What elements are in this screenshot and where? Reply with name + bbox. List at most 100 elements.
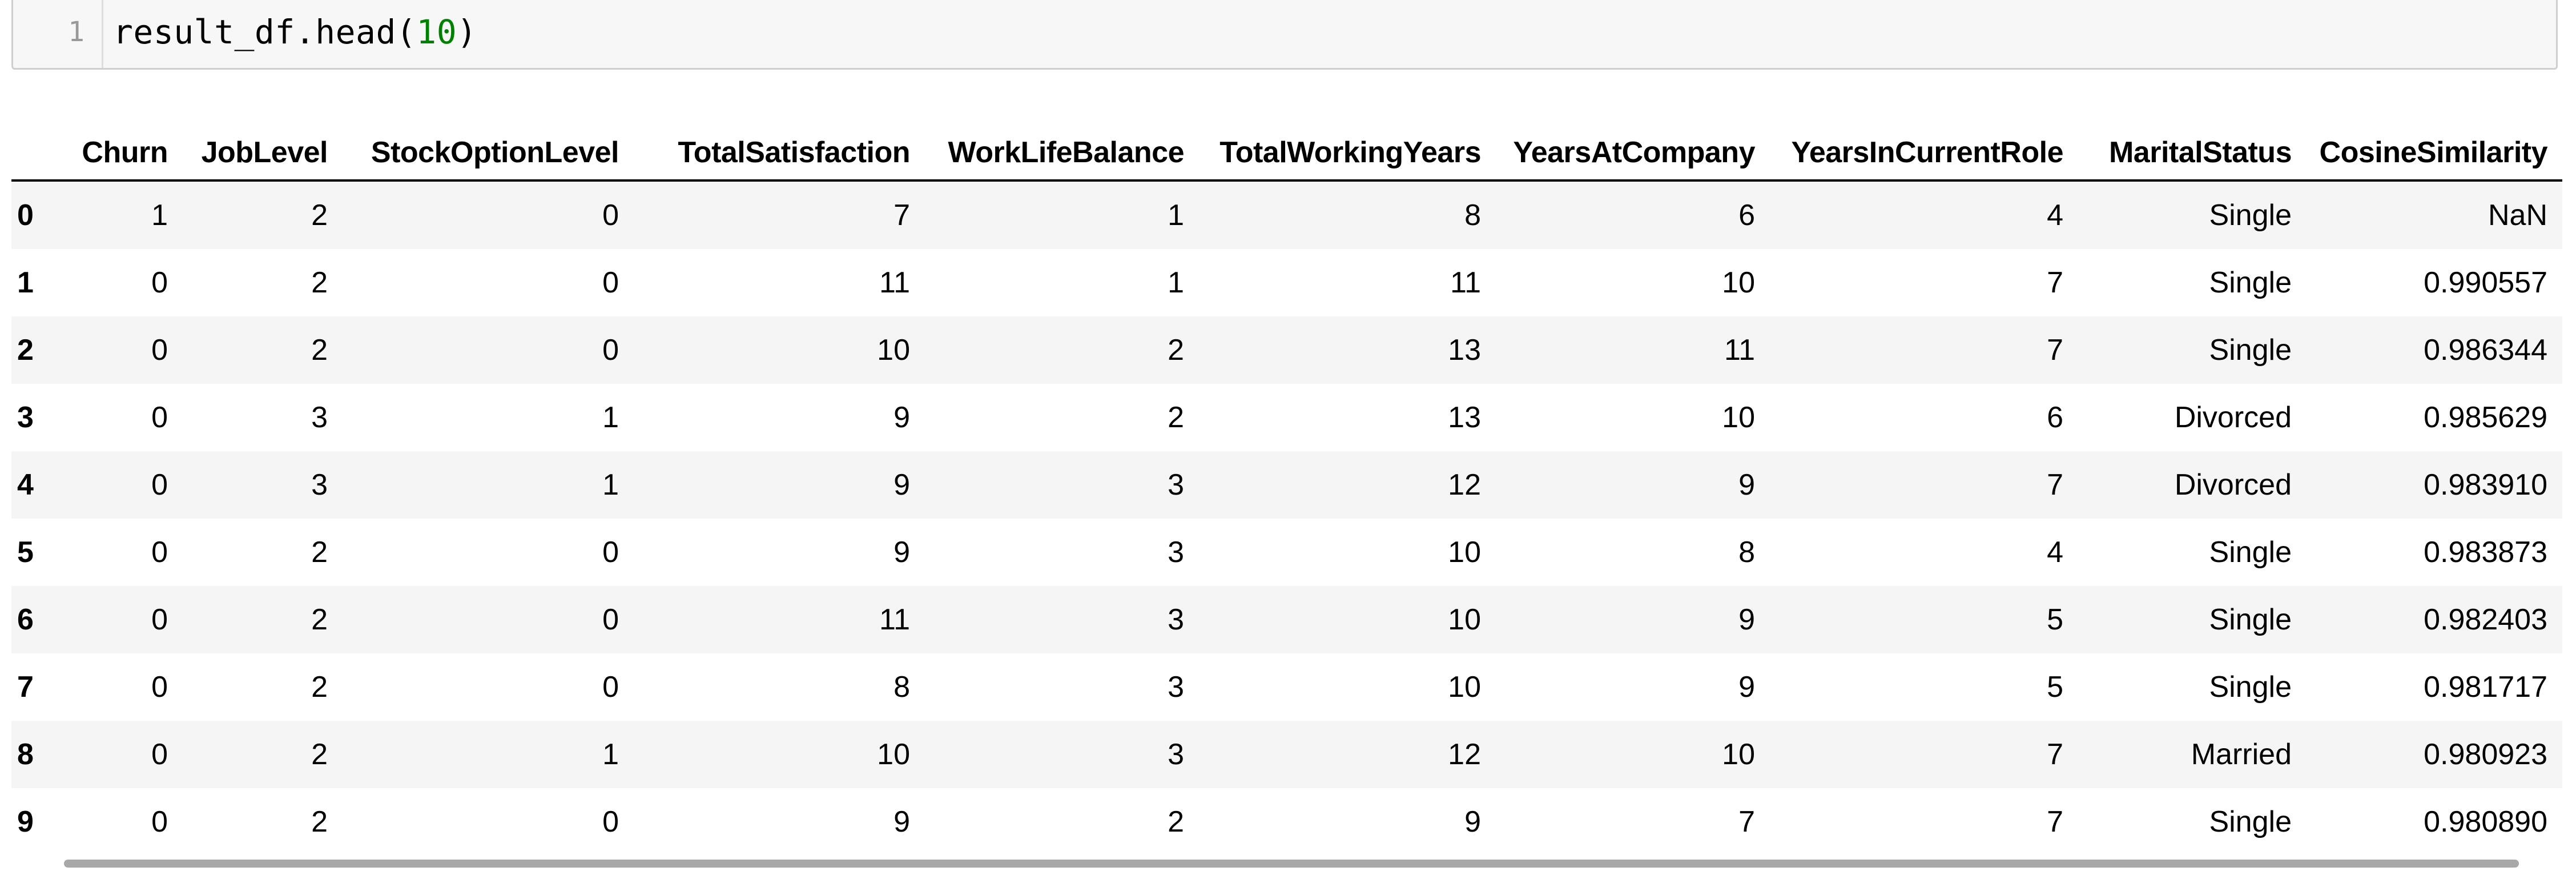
table-cell: 10 xyxy=(1722,738,1755,771)
table-cell: 12 xyxy=(1448,468,1481,501)
line-number: 1 xyxy=(68,16,84,48)
table-cell: 2 xyxy=(1168,334,1184,367)
table-cell: Single xyxy=(2209,805,2292,838)
dataframe-table: Churn JobLevel StockOptionLevel TotalSatisf… xyxy=(11,126,2562,856)
row-index: 0 xyxy=(17,199,34,232)
table-cell: 0.990557 xyxy=(2424,266,2547,299)
table-cell: 0 xyxy=(151,468,168,501)
table-cell: 0 xyxy=(151,805,168,838)
table-cell: 0 xyxy=(151,266,168,299)
row-index: 6 xyxy=(17,603,34,636)
table-cell: 10 xyxy=(1448,603,1481,636)
table-cell: 7 xyxy=(2047,738,2063,771)
table-cell: NaN xyxy=(2488,199,2547,232)
table-cell: 2 xyxy=(311,805,328,838)
table-cell: 2 xyxy=(311,603,328,636)
table-cell: 1 xyxy=(151,199,168,232)
table-cell: 1 xyxy=(602,401,619,434)
table-body: 0 1 2 0 7 1 8 6 4 Single NaN 1 0 2 0 11 1 11 10 7 Single 0.99… xyxy=(11,180,2562,856)
row-index: 3 xyxy=(17,401,34,434)
table-cell: 2 xyxy=(1168,401,1184,434)
table-cell: 3 xyxy=(311,401,328,434)
table-cell: 9 xyxy=(1738,603,1755,636)
table-cell: 10 xyxy=(1722,401,1755,434)
table-cell: 0 xyxy=(151,671,168,704)
code-text-close: ) xyxy=(457,13,477,51)
column-header: MaritalStatus xyxy=(2078,126,2307,182)
table-cell: 2 xyxy=(311,334,328,367)
row-index: 4 xyxy=(17,468,34,501)
table-cell: Single xyxy=(2209,536,2292,569)
table-cell: 0 xyxy=(602,805,619,838)
code-line[interactable]: result_df.head(10) xyxy=(113,15,477,49)
table-cell: Married xyxy=(2191,738,2292,771)
table-cell: 0 xyxy=(602,603,619,636)
table-cell: Single xyxy=(2209,334,2292,367)
table-row: 1 0 2 0 11 1 11 10 7 Single 0.990557 xyxy=(11,249,2562,316)
table-cell: 0 xyxy=(602,671,619,704)
table-row: 6 0 2 0 11 3 10 9 5 Single 0.982403 xyxy=(11,586,2562,653)
table-cell: 1 xyxy=(602,738,619,771)
table-cell: 0.983873 xyxy=(2424,536,2547,569)
column-header: Churn xyxy=(51,126,183,182)
table-row: 8 0 2 1 10 3 12 10 7 Married 0.980923 xyxy=(11,721,2562,788)
table-cell: 11 xyxy=(1724,334,1755,367)
table-cell: 2 xyxy=(311,199,328,232)
table-cell: 11 xyxy=(879,266,910,299)
table-cell: 0.981717 xyxy=(2424,671,2547,704)
line-number-gutter: 1 xyxy=(13,0,103,68)
table-cell: 9 xyxy=(893,401,910,434)
table-cell: 8 xyxy=(893,671,910,704)
table-cell: 2 xyxy=(311,536,328,569)
table-cell: 2 xyxy=(311,671,328,704)
table-cell: 0.980890 xyxy=(2424,805,2547,838)
table-row: 4 0 3 1 9 3 12 9 7 Divorced 0.983910 xyxy=(11,451,2562,519)
table-cell: 5 xyxy=(2047,671,2063,704)
column-header: YearsAtCompany xyxy=(1496,126,1770,182)
table-cell: 3 xyxy=(1168,603,1184,636)
table-cell: 0.980923 xyxy=(2424,738,2547,771)
table-cell: Single xyxy=(2209,199,2292,232)
table-cell: 10 xyxy=(1448,536,1481,569)
horizontal-scrollbar[interactable] xyxy=(64,860,2519,868)
table-row: 0 1 2 0 7 1 8 6 4 Single NaN xyxy=(11,180,2562,249)
row-index: 5 xyxy=(17,536,34,569)
table-cell: 0 xyxy=(602,266,619,299)
table-cell: 3 xyxy=(1168,671,1184,704)
table-cell: 11 xyxy=(879,603,910,636)
table-cell: 0 xyxy=(151,334,168,367)
table-cell: 7 xyxy=(2047,805,2063,838)
column-header: JobLevel xyxy=(183,126,343,182)
table-cell: 0 xyxy=(602,536,619,569)
table-cell: 1 xyxy=(1168,266,1184,299)
table-cell: 3 xyxy=(1168,536,1184,569)
table-cell: 0 xyxy=(151,401,168,434)
column-header: YearsInCurrentRole xyxy=(1770,126,2078,182)
table-cell: 9 xyxy=(893,468,910,501)
table-cell: 9 xyxy=(1464,805,1481,838)
table-cell: Single xyxy=(2209,671,2292,704)
table-cell: 7 xyxy=(893,199,910,232)
row-index: 1 xyxy=(17,266,34,299)
table-cell: 12 xyxy=(1448,738,1481,771)
table-cell: 9 xyxy=(1738,468,1755,501)
table-cell: 9 xyxy=(893,805,910,838)
table-cell: 10 xyxy=(1448,671,1481,704)
table-cell: 3 xyxy=(311,468,328,501)
table-header-row: Churn JobLevel StockOptionLevel TotalSatisf… xyxy=(11,126,2562,182)
code-input-cell[interactable]: 1 result_df.head(10) xyxy=(11,0,2558,70)
table-cell: 1 xyxy=(1168,199,1184,232)
table-cell: 2 xyxy=(1168,805,1184,838)
index-header xyxy=(11,126,51,182)
table-cell: 4 xyxy=(2047,199,2063,232)
table-cell: Single xyxy=(2209,603,2292,636)
table-cell: 7 xyxy=(2047,266,2063,299)
row-index: 2 xyxy=(17,334,34,367)
code-number-literal: 10 xyxy=(416,13,457,51)
table-cell: 0 xyxy=(151,603,168,636)
table-cell: 13 xyxy=(1448,401,1481,434)
table-cell: 2 xyxy=(311,738,328,771)
table-cell: 10 xyxy=(877,334,910,367)
table-cell: 10 xyxy=(1722,266,1755,299)
table-cell: 1 xyxy=(602,468,619,501)
